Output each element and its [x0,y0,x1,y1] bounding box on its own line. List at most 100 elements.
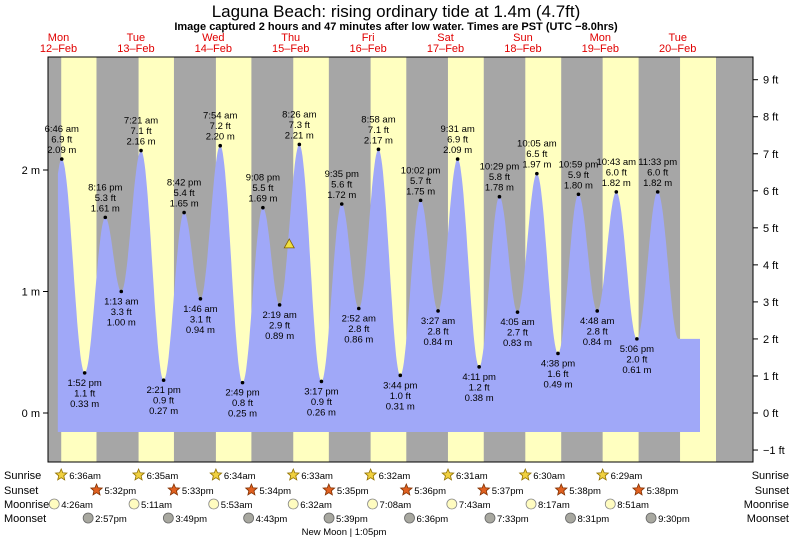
day-date: 14–Feb [195,43,232,55]
sunrise-icon [518,467,532,481]
sunset-time: 5:35pm [337,486,369,497]
moonset-icon [162,512,174,524]
tide-label: 10:05 am [517,139,557,150]
tide-label: 6.9 ft [447,135,468,146]
sunset-icon [244,482,259,496]
tide-label: 0.84 m [583,337,612,348]
tide-label: 1.78 m [485,183,514,194]
sunset-icon [322,482,336,496]
moonset-icon [404,512,415,524]
y-left-tick-label: 2 m [22,165,40,177]
y-right-tick-label: 1 ft [763,371,778,383]
tide-label: 6.0 ft [606,167,627,178]
tide-label: 7.1 ft [130,126,151,137]
tide-label: 0.49 m [543,379,572,390]
tide-point [515,310,520,314]
y-left-tick-label: 1 m [22,287,40,299]
sunset-icon [631,482,646,496]
tide-label: 2.7 ft [507,328,528,339]
sunrise-time: 6:36am [69,471,101,482]
tide-label: 1.00 m [107,318,136,329]
tide-label: 9:35 pm [325,169,359,180]
y-right-tick-label: 4 ft [763,260,778,272]
y-right-tick-label: 2 ft [763,334,778,346]
moonset-time: 7:33pm [497,514,529,525]
tide-label: 1.65 m [170,199,199,210]
tide-label: 5.9 ft [568,170,589,181]
tide-label: 0.83 m [503,338,532,349]
sunrise-icon [131,467,146,481]
tide-label: 9:08 pm [246,173,280,184]
moonrise-icon [446,498,458,510]
tide-point [436,309,440,313]
tide-label: 2.09 m [443,145,472,156]
tide-label: 1.72 m [327,190,356,201]
tide-point [297,142,302,147]
y-right-tick-label: 8 ft [763,112,778,124]
tide-label: 0.84 m [424,337,453,348]
sunrise-icon [441,467,455,481]
tide-label: 0.8 ft [232,398,253,409]
tide-point [376,147,381,152]
plot-border [47,56,754,463]
day-name: Tue [127,32,146,44]
tide-point [635,337,639,341]
tide-label: 3.1 ft [190,314,211,325]
tide-label: 0.33 m [70,399,99,410]
chart-subtitle: Image captured 2 hours and 47 minutes af… [174,21,618,33]
tide-label: 5.7 ft [410,176,431,187]
tide-label: 7:54 am [203,111,237,122]
y-right-tick-label: −1 ft [763,445,785,457]
moon-phase-label: New Moon | 1:05pm [302,527,387,538]
day-date: 19–Feb [582,43,619,55]
day-name: Mon [590,32,611,44]
tide-label: 8:26 am [282,109,316,120]
tide-label: 1.69 m [248,194,277,205]
tide-label: 7.3 ft [289,120,310,131]
tide-label: 5.4 ft [174,188,195,199]
tide-label: 6.5 ft [526,149,547,160]
sunrise-icon [54,467,68,481]
sunrise-time: 6:35am [147,471,179,482]
moonrise-time: 5:53am [221,500,253,511]
y-right-tick-label: 5 ft [763,223,778,235]
tide-point [556,351,560,356]
row-label-sunset-right: Sunset [755,485,789,497]
tide-label: 2.20 m [206,132,235,143]
tide-label: 8:16 pm [88,182,122,193]
tide-label: 4:11 pm [462,372,496,383]
sunset-time: 5:33pm [182,486,214,497]
moonrise-icon [367,498,378,510]
tide-label: 1:13 am [104,297,138,308]
sunset-time: 5:38pm [569,486,601,497]
moonrise-time: 7:43am [459,500,491,511]
tide-point [398,373,403,378]
tide-label: 2.9 ft [269,320,290,331]
tide-point [139,148,143,153]
tide-point [103,215,108,220]
tide-label: 10:59 pm [559,159,599,170]
tide-point [82,371,87,375]
moonrise-time: 4:26am [61,500,93,511]
tide-point [240,380,245,385]
sunset-time: 5:38pm [647,486,679,497]
tide-label: 3:27 am [421,316,455,327]
tide-label: 1:46 am [183,304,217,315]
tide-point [576,192,581,197]
tide-label: 0.9 ft [311,397,332,408]
moonrise-time: 6:32am [300,500,332,511]
tide-point [418,198,423,203]
sunrise-icon [286,467,301,481]
tide-point [595,309,600,313]
moonrise-time: 8:51am [617,500,649,511]
tide-label: 4:48 am [580,316,614,327]
tide-point [356,306,361,311]
tide-label: 0.31 m [386,401,415,412]
tide-label: 0.27 m [149,406,178,417]
moonrise-icon [604,498,616,510]
day-date: 20–Feb [659,43,696,55]
sunrise-icon [595,467,610,481]
tide-label: 7:21 am [124,116,158,127]
tide-label: 0.9 ft [153,396,174,407]
